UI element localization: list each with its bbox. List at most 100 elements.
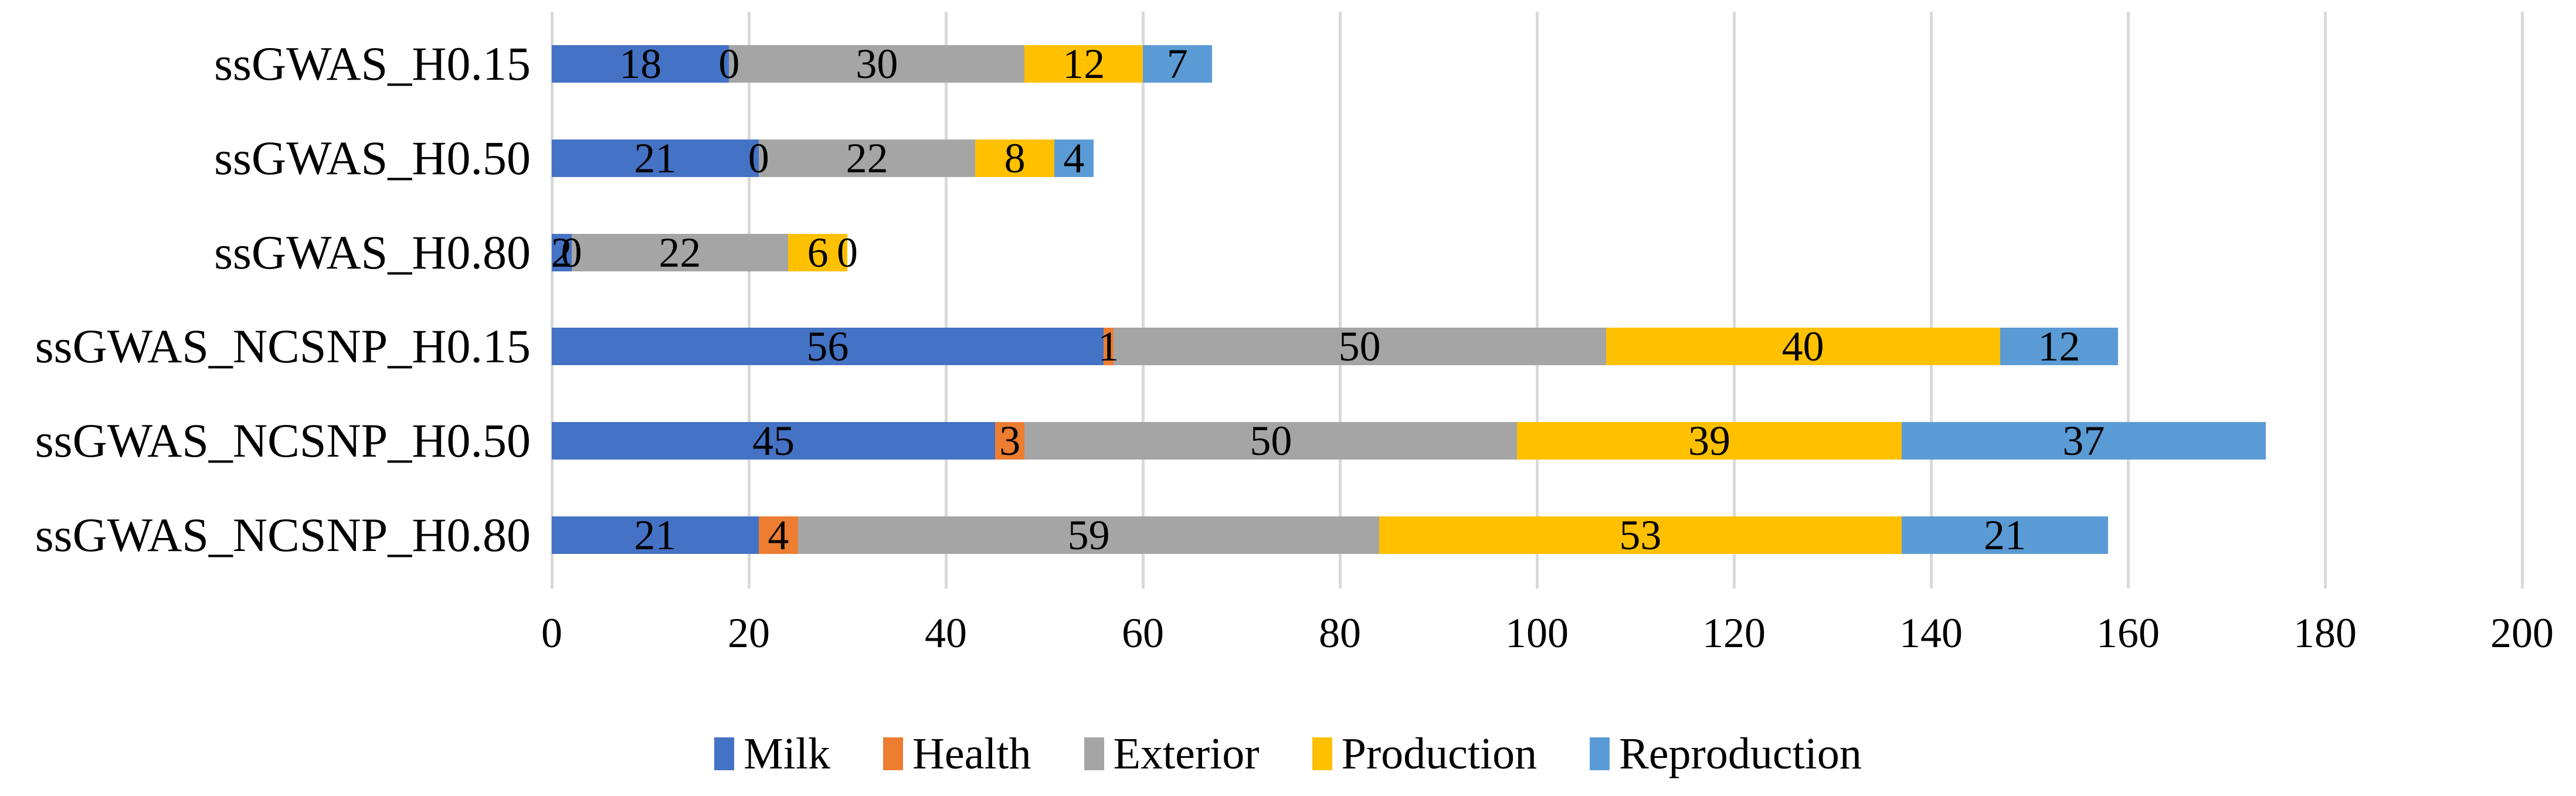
- legend-label: Health: [912, 729, 1031, 778]
- bar-value-label: 18: [619, 40, 662, 87]
- x-tick-label: 160: [2096, 610, 2160, 656]
- x-tick-label: 180: [2293, 610, 2357, 656]
- bar-value-label: 45: [752, 417, 795, 465]
- bar-value-label: 59: [1067, 512, 1110, 559]
- legend-item: Health: [883, 729, 1031, 778]
- bar-segment-health: [995, 422, 1025, 460]
- bar-value-label: 53: [1619, 512, 1662, 559]
- bar-segment-milk: [552, 139, 759, 177]
- gridline: [944, 12, 948, 589]
- gridline: [2323, 12, 2327, 589]
- gridline: [1929, 12, 1933, 589]
- bar-value-label: 50: [1250, 417, 1292, 465]
- gridline: [2126, 12, 2130, 589]
- bar-segment-milk: [552, 516, 759, 554]
- bar-value-label: 50: [1338, 323, 1381, 370]
- legend-label: Exterior: [1113, 729, 1260, 778]
- x-tick-label: 0: [541, 610, 562, 656]
- bar-segment-milk: [552, 233, 572, 271]
- legend: Milk Health Exterior Production Reproduction: [0, 729, 2576, 778]
- bar-segment-reproduction: [1901, 422, 2266, 460]
- bar-segment-production: [1379, 516, 1902, 554]
- bar-value-label: 12: [1063, 40, 1105, 87]
- bar-value-label: 4: [1063, 134, 1085, 182]
- bar-value-label: 7: [1166, 40, 1188, 87]
- legend-item: Milk: [714, 729, 830, 778]
- bar-segment-exterior: [729, 45, 1025, 83]
- category-label: ssGWAS_NCSNP_H0.50: [35, 414, 531, 468]
- bar-value-label: 6: [807, 229, 829, 276]
- bar-value-label: 1: [1098, 323, 1119, 370]
- gridline: [2520, 12, 2524, 589]
- x-tick-label: 60: [1122, 610, 1164, 656]
- category-label: ssGWAS_H0.15: [214, 37, 531, 90]
- bar-segment-production: [1606, 328, 2000, 366]
- gridline: [1141, 12, 1145, 589]
- bar-value-label: 21: [1984, 512, 2026, 559]
- gridline: [747, 12, 751, 589]
- gridline: [1732, 12, 1736, 589]
- category-label: ssGWAS_H0.80: [214, 225, 531, 279]
- legend-swatch-icon: [883, 737, 903, 770]
- legend-swatch-icon: [1312, 737, 1332, 770]
- bar-value-label: 21: [634, 134, 677, 182]
- bar-segment-production: [1517, 422, 1902, 460]
- bar-value-label: 3: [999, 417, 1021, 465]
- legend-item: Reproduction: [1590, 729, 1862, 778]
- legend-label: Reproduction: [1619, 729, 1862, 778]
- legend-item: Exterior: [1084, 729, 1260, 778]
- bar-segment-exterior: [758, 139, 976, 177]
- bar-value-label: 2: [551, 229, 572, 276]
- bar-segment-reproduction: [2000, 328, 2119, 366]
- x-tick-label: 140: [1899, 610, 1963, 656]
- legend-label: Production: [1341, 729, 1538, 778]
- bar-segment-milk: [552, 422, 995, 460]
- gridline: [1535, 12, 1539, 589]
- bar-value-label: 30: [856, 40, 898, 87]
- x-tick-label: 20: [728, 610, 770, 656]
- bar-segment-reproduction: [1054, 139, 1094, 177]
- legend-swatch-icon: [714, 737, 735, 770]
- bar-value-label: 0: [837, 229, 858, 276]
- bar-value-label: 39: [1688, 417, 1730, 465]
- bar-segment-health: [758, 516, 798, 554]
- bar-segment-milk: [552, 45, 729, 83]
- x-tick-label: 40: [925, 610, 967, 656]
- bar-value-label: 22: [659, 229, 701, 276]
- bar-segment-exterior: [571, 233, 789, 271]
- category-label: ssGWAS_H0.50: [214, 131, 531, 185]
- bar-value-label: 56: [806, 323, 849, 370]
- legend-label: Milk: [744, 729, 830, 778]
- bar-value-label: 37: [2062, 417, 2105, 465]
- bar-value-label: 12: [2038, 323, 2081, 370]
- bar-segment-exterior: [798, 516, 1380, 554]
- bar-segment-milk: [552, 328, 1104, 366]
- category-label: ssGWAS_NCSNP_H0.15: [35, 319, 531, 373]
- bar-segment-production: [788, 233, 847, 271]
- bar-value-label: 40: [1781, 323, 1824, 370]
- bar-value-label: 0: [561, 229, 582, 276]
- category-label: ssGWAS_NCSNP_H0.80: [35, 508, 531, 562]
- bar-value-label: 0: [748, 134, 769, 182]
- legend-item: Production: [1312, 729, 1538, 778]
- legend-swatch-icon: [1084, 737, 1104, 770]
- bar-value-label: 21: [634, 512, 677, 559]
- bar-segment-exterior: [1113, 328, 1606, 366]
- gridline: [1338, 12, 1342, 589]
- x-tick-label: 80: [1319, 610, 1361, 656]
- x-tick-label: 100: [1505, 610, 1569, 656]
- bar-segment-reproduction: [1901, 516, 2109, 554]
- gridline: [550, 12, 554, 589]
- bar-segment-reproduction: [1143, 45, 1212, 83]
- bar-value-label: 22: [846, 134, 888, 182]
- bar-value-label: 8: [1004, 134, 1026, 182]
- bar-segment-production: [1024, 45, 1143, 83]
- bar-value-label: 0: [718, 40, 740, 87]
- bar-segment-health: [1103, 328, 1114, 366]
- x-tick-label: 200: [2490, 610, 2554, 656]
- bar-segment-production: [975, 139, 1054, 177]
- x-tick-label: 120: [1702, 610, 1766, 656]
- bar-segment-exterior: [1024, 422, 1518, 460]
- bar-value-label: 4: [768, 512, 789, 559]
